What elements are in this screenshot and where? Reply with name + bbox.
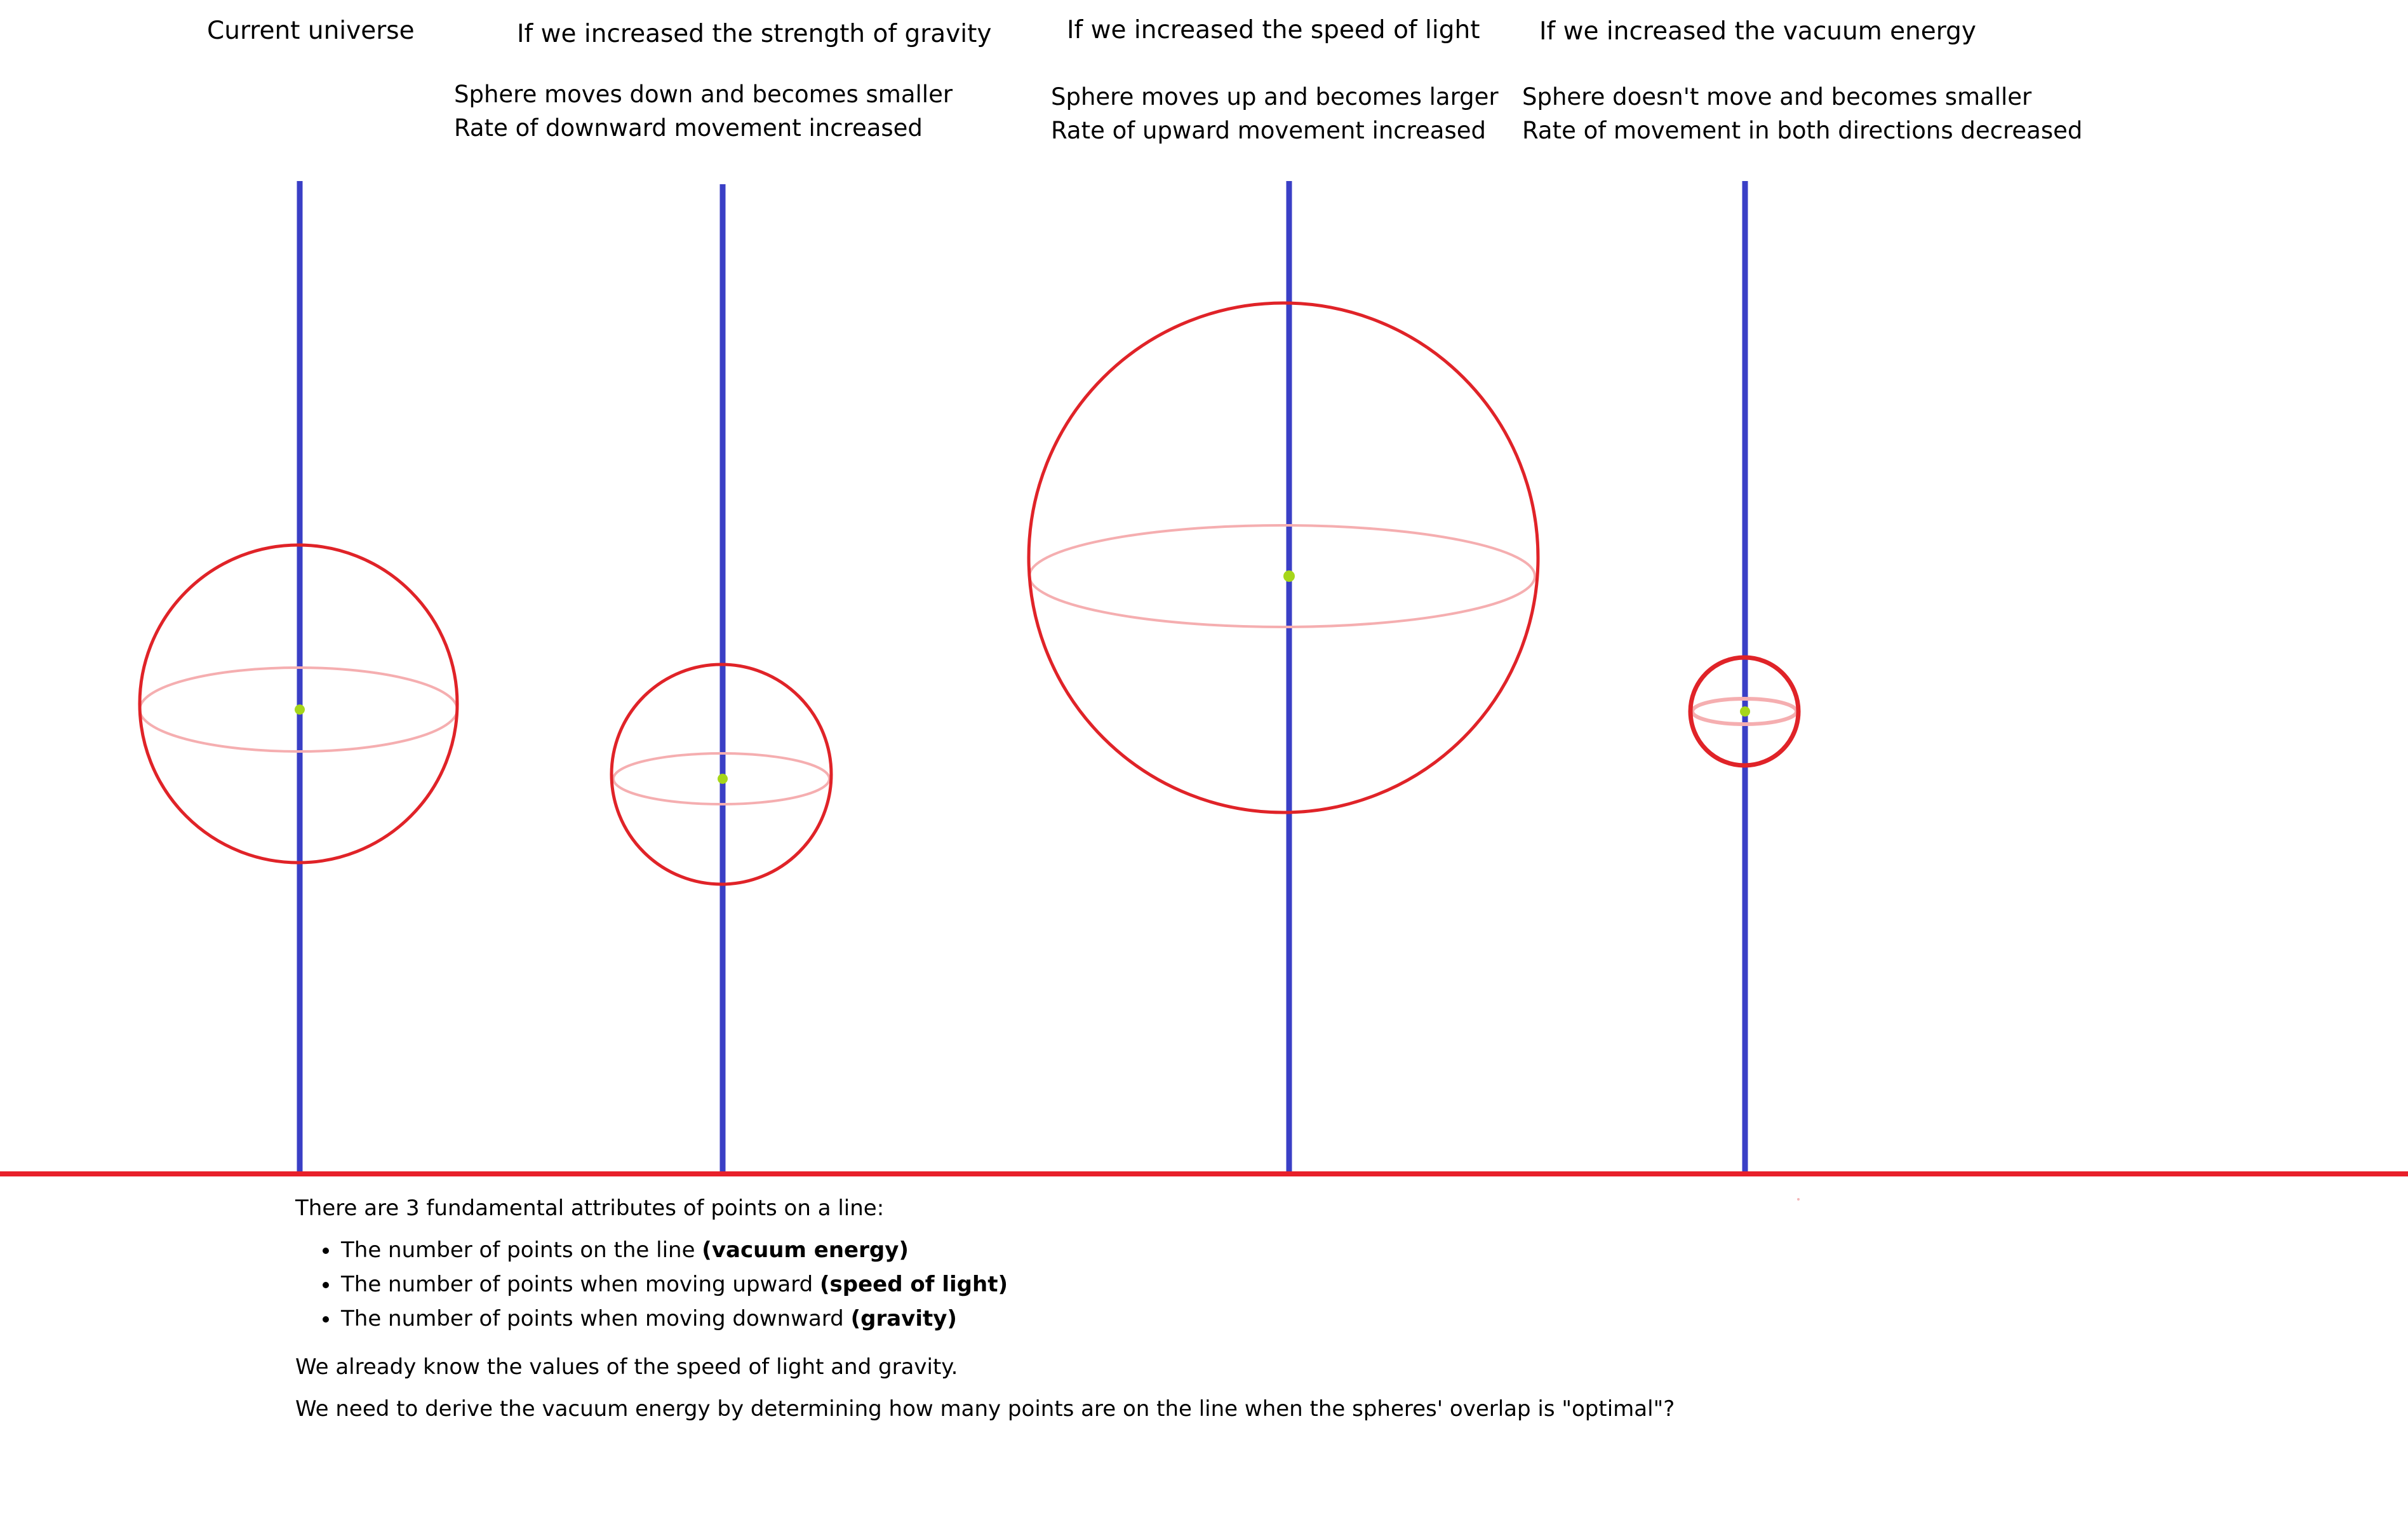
- scenario-caption-increased-vacuum-energy: Sphere doesn't move and becomes smaller …: [1522, 80, 2082, 147]
- caption-line: Rate of movement in both directions decr…: [1522, 117, 2083, 144]
- attribute-term: (vacuum energy): [702, 1237, 909, 1263]
- sphere-equator: [612, 752, 831, 805]
- notes-intro: There are 3 fundamental attributes of po…: [295, 1195, 885, 1221]
- sphere: [1688, 655, 1801, 768]
- scenario-caption-increased-gravity: Sphere moves down and becomes smaller Ra…: [454, 77, 953, 145]
- attribute-list: The number of points on the line (vacuum…: [295, 1233, 1819, 1336]
- stray-dot: [1797, 1198, 1800, 1201]
- sphere-center-point: [295, 704, 305, 715]
- attribute-text: The number of points when moving downwar…: [341, 1306, 851, 1331]
- scenario-title-increased-speed-of-light: If we increased the speed of light: [1067, 16, 1480, 44]
- explanation-notes: There are 3 fundamental attributes of po…: [295, 1191, 1819, 1426]
- sphere-center-point: [1740, 706, 1750, 717]
- notes-question: We need to derive the vacuum energy by d…: [295, 1396, 1675, 1422]
- attribute-text: The number of points when moving upward: [341, 1272, 820, 1297]
- scenario-increased-gravity: [610, 184, 833, 1173]
- caption-line: Sphere doesn't move and becomes smaller: [1522, 83, 2032, 111]
- attribute-term: (speed of light): [819, 1272, 1008, 1297]
- caption-line: Rate of downward movement increased: [454, 114, 923, 142]
- attribute-item-speed-of-light: The number of points when moving upward …: [340, 1267, 1819, 1302]
- sphere: [610, 663, 833, 886]
- scenario-increased-vacuum-energy: [1688, 181, 1801, 1173]
- notes-known-values: We already know the values of the speed …: [295, 1354, 958, 1380]
- scenario-title-increased-gravity: If we increased the strength of gravity: [517, 20, 992, 48]
- caption-line: Rate of upward movement increased: [1051, 117, 1487, 144]
- sphere-center-point: [1283, 570, 1295, 582]
- scenario-title-increased-vacuum-energy: If we increased the vacuum energy: [1539, 17, 1976, 46]
- sphere: [138, 543, 459, 865]
- sphere: [1027, 301, 1540, 814]
- caption-line: Sphere moves up and becomes larger: [1051, 83, 1499, 111]
- attribute-item-vacuum-energy: The number of points on the line (vacuum…: [340, 1233, 1819, 1267]
- scenario-increased-speed-of-light: [1027, 181, 1540, 1173]
- sphere-equator: [1028, 524, 1536, 628]
- caption-line: Sphere moves down and becomes smaller: [454, 81, 953, 108]
- attribute-text: The number of points on the line: [341, 1237, 702, 1263]
- scenario-current-universe: [138, 181, 459, 1173]
- attribute-item-gravity: The number of points when moving downwar…: [340, 1302, 1819, 1336]
- scenario-title-current-universe: Current universe: [207, 17, 415, 45]
- scenario-caption-increased-speed-of-light: Sphere moves up and becomes larger Rate …: [1051, 80, 1499, 147]
- sphere-center-point: [718, 774, 728, 784]
- attribute-term: (gravity): [850, 1306, 957, 1331]
